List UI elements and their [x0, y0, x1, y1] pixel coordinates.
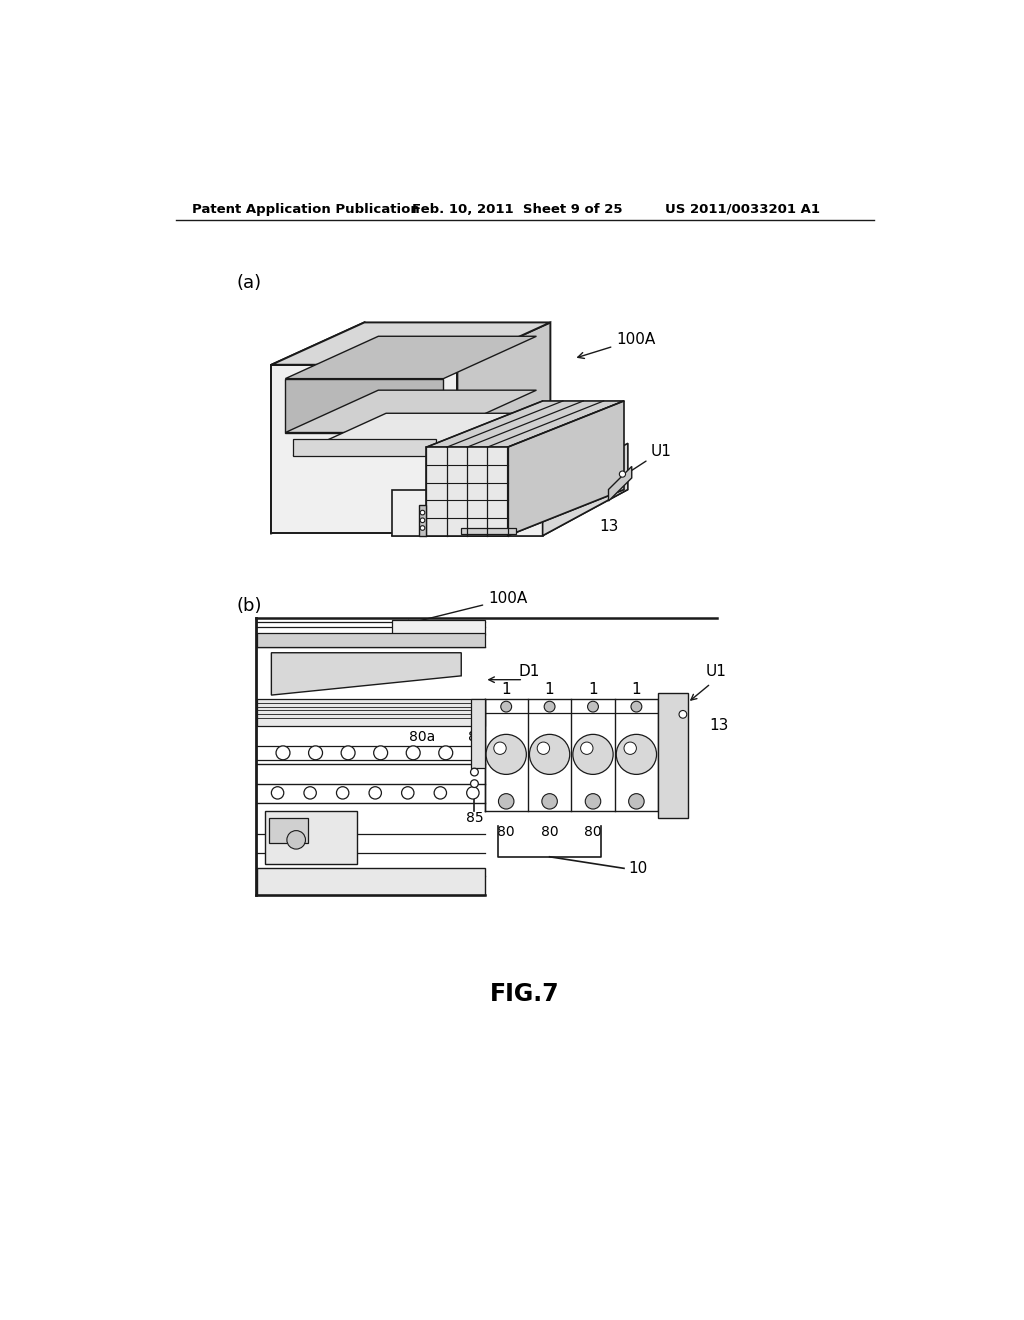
Polygon shape	[608, 466, 632, 502]
Circle shape	[271, 787, 284, 799]
Circle shape	[572, 734, 613, 775]
Circle shape	[467, 787, 479, 799]
Circle shape	[420, 511, 425, 515]
Polygon shape	[426, 447, 508, 536]
Polygon shape	[508, 401, 624, 536]
Polygon shape	[265, 810, 356, 865]
Circle shape	[494, 742, 506, 755]
Circle shape	[471, 768, 478, 776]
Circle shape	[369, 787, 381, 799]
Polygon shape	[461, 528, 515, 535]
Text: Feb. 10, 2011  Sheet 9 of 25: Feb. 10, 2011 Sheet 9 of 25	[413, 203, 623, 215]
Text: D1: D1	[519, 664, 540, 680]
Circle shape	[679, 710, 687, 718]
Text: 80: 80	[468, 730, 485, 744]
Circle shape	[581, 742, 593, 755]
Text: US 2011/0033201 A1: US 2011/0033201 A1	[665, 203, 820, 215]
Circle shape	[434, 787, 446, 799]
Circle shape	[616, 734, 656, 775]
Text: Patent Application Publication: Patent Application Publication	[191, 203, 419, 215]
Polygon shape	[269, 818, 308, 843]
Polygon shape	[257, 700, 484, 726]
Circle shape	[276, 746, 290, 760]
Text: FIG.7: FIG.7	[490, 982, 559, 1006]
Circle shape	[620, 471, 626, 478]
Circle shape	[538, 742, 550, 755]
Circle shape	[486, 734, 526, 775]
Circle shape	[624, 742, 636, 755]
Polygon shape	[658, 693, 687, 818]
Circle shape	[438, 746, 453, 760]
Circle shape	[337, 787, 349, 799]
Text: 80a: 80a	[410, 730, 435, 744]
Polygon shape	[271, 322, 365, 533]
Circle shape	[407, 746, 420, 760]
Circle shape	[374, 746, 388, 760]
Text: 10: 10	[628, 861, 647, 876]
Text: 13: 13	[599, 519, 618, 535]
Text: 100A: 100A	[403, 591, 527, 626]
Text: (b): (b)	[237, 598, 262, 615]
Text: U1: U1	[624, 444, 672, 475]
Circle shape	[529, 734, 569, 775]
Polygon shape	[543, 444, 628, 536]
Polygon shape	[271, 364, 458, 533]
Text: 100A: 100A	[578, 331, 655, 359]
Polygon shape	[391, 490, 628, 536]
Polygon shape	[391, 619, 484, 635]
Text: 1: 1	[632, 682, 641, 697]
Text: 80: 80	[541, 825, 558, 840]
Circle shape	[499, 793, 514, 809]
Text: D1: D1	[593, 424, 614, 440]
Polygon shape	[286, 379, 443, 433]
Circle shape	[287, 830, 305, 849]
Circle shape	[629, 793, 644, 809]
Text: (a): (a)	[237, 275, 261, 292]
Circle shape	[471, 780, 478, 788]
Polygon shape	[458, 322, 550, 533]
Text: 85: 85	[466, 812, 483, 825]
Text: 80: 80	[498, 825, 515, 840]
Text: 13: 13	[710, 718, 729, 734]
Polygon shape	[293, 413, 528, 455]
Circle shape	[420, 517, 425, 523]
Polygon shape	[426, 401, 624, 447]
Polygon shape	[419, 506, 426, 536]
Circle shape	[304, 787, 316, 799]
Circle shape	[542, 793, 557, 809]
Text: 80: 80	[584, 825, 602, 840]
Polygon shape	[257, 634, 484, 647]
Text: 1: 1	[588, 682, 598, 697]
Circle shape	[544, 701, 555, 711]
Polygon shape	[426, 490, 624, 536]
Circle shape	[586, 793, 601, 809]
Circle shape	[401, 787, 414, 799]
Circle shape	[588, 701, 598, 711]
Circle shape	[420, 525, 425, 531]
Polygon shape	[271, 653, 461, 696]
Circle shape	[341, 746, 355, 760]
Circle shape	[501, 701, 512, 711]
Polygon shape	[471, 700, 484, 768]
Polygon shape	[271, 322, 550, 364]
Text: 1: 1	[545, 682, 554, 697]
Text: 1: 1	[502, 682, 511, 697]
Text: U1: U1	[706, 664, 726, 680]
Polygon shape	[286, 391, 537, 433]
Polygon shape	[286, 337, 537, 379]
Polygon shape	[257, 869, 484, 895]
Polygon shape	[293, 438, 435, 455]
Polygon shape	[391, 490, 543, 536]
Circle shape	[308, 746, 323, 760]
Circle shape	[631, 701, 642, 711]
